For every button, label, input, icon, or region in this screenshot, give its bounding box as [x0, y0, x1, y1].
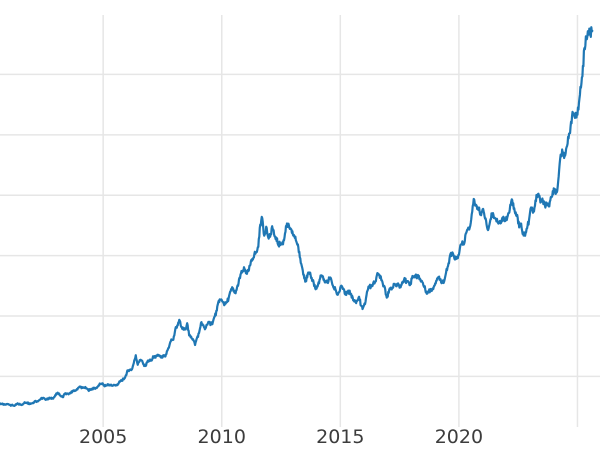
- price-line-series: [0, 26, 594, 408]
- gridlines: [0, 15, 600, 427]
